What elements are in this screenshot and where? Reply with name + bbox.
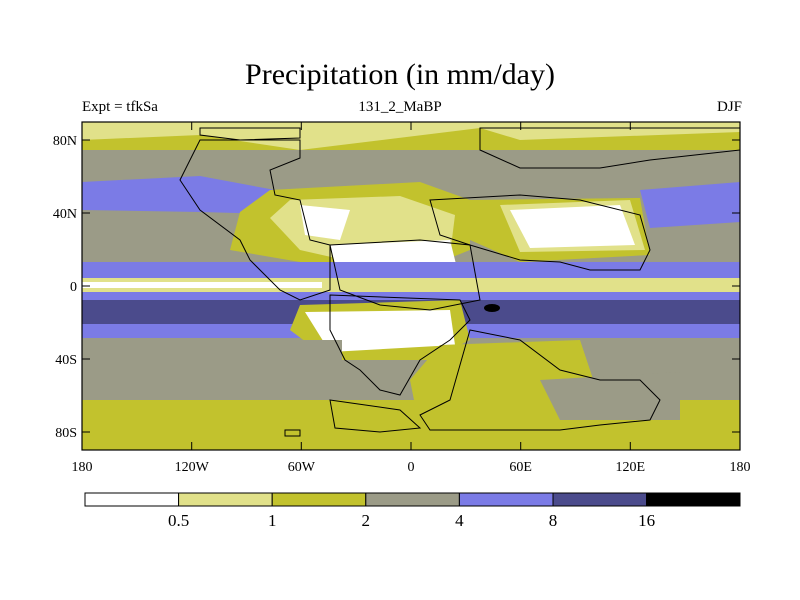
band (82, 262, 740, 278)
colorbar-box (552, 492, 648, 507)
colorbar-box (84, 492, 180, 507)
x-axis-ticks (81, 122, 741, 450)
band (305, 310, 455, 352)
colorbar-box (365, 492, 460, 507)
outline (329, 239, 481, 311)
band (82, 176, 275, 214)
outline (329, 399, 422, 433)
x-label-120w: 120W (175, 460, 210, 475)
band (82, 292, 740, 300)
band (82, 122, 740, 150)
band (82, 340, 342, 380)
map-title: Precipitation (in mm/day) (245, 58, 555, 91)
y-label-80s: 80S (55, 426, 77, 441)
experiment-label: Expt = tfkSa (82, 99, 158, 115)
colorbar-box (271, 492, 367, 507)
outline (329, 294, 471, 396)
outline (479, 127, 740, 169)
band (300, 205, 350, 240)
y-axis-ticks (82, 139, 740, 433)
x-label-180w: 180 (72, 460, 93, 475)
colorbar (84, 492, 741, 507)
band (510, 205, 635, 248)
y-label-40n: 40N (53, 207, 77, 222)
band (82, 282, 322, 288)
colorbar-box (458, 492, 554, 507)
y-label-40s: 40S (55, 353, 77, 368)
outline (179, 139, 331, 301)
band (484, 304, 500, 312)
continent-outlines (179, 127, 740, 437)
colorbar-label: 0.5 (168, 511, 189, 530)
outline (429, 194, 651, 271)
outline (199, 127, 301, 141)
band (82, 278, 740, 292)
outline (284, 429, 301, 437)
colorbar-box (178, 492, 273, 507)
colorbar-label: 16 (638, 511, 655, 530)
x-label-180e: 180 (730, 460, 751, 475)
band (640, 182, 740, 228)
band (540, 372, 680, 420)
colorbar-label: 2 (362, 511, 371, 530)
period-label: 131_2_MaBP (358, 99, 442, 115)
x-label-0: 0 (408, 460, 415, 475)
colorbar-label: 4 (455, 511, 464, 530)
colorbar-box (646, 492, 741, 507)
y-label-0: 0 (70, 280, 77, 295)
precipitation-field (82, 122, 740, 450)
x-label-60e: 60E (509, 460, 532, 475)
season-label: DJF (716, 99, 742, 115)
x-label-60w: 60W (288, 460, 316, 475)
outline (419, 329, 661, 431)
x-label-120e: 120E (616, 460, 646, 475)
colorbar-label: 1 (268, 511, 277, 530)
colorbar-label: 8 (549, 511, 558, 530)
y-label-80n: 80N (53, 134, 77, 149)
